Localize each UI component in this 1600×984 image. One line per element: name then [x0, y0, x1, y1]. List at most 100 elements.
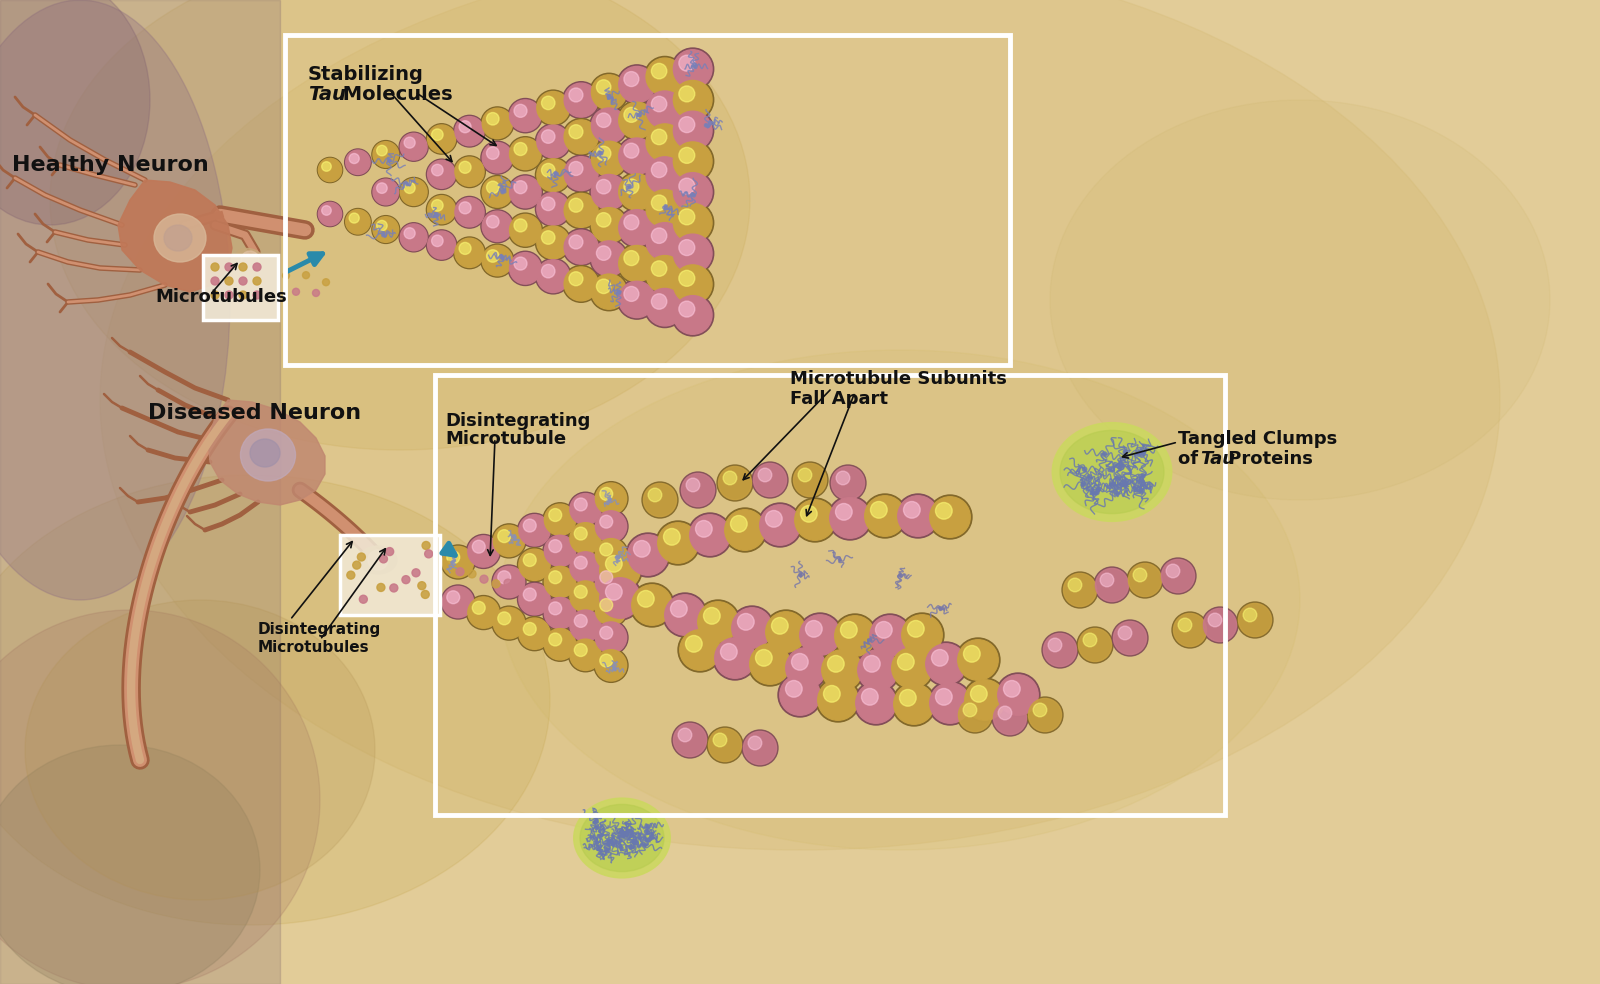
- Circle shape: [544, 629, 576, 660]
- Circle shape: [824, 686, 840, 703]
- Circle shape: [651, 63, 667, 79]
- Circle shape: [664, 205, 667, 209]
- Circle shape: [672, 202, 714, 244]
- Circle shape: [624, 72, 638, 87]
- Circle shape: [595, 649, 627, 681]
- Ellipse shape: [250, 439, 280, 467]
- Circle shape: [830, 498, 870, 538]
- Circle shape: [493, 567, 525, 597]
- Circle shape: [418, 582, 426, 589]
- Circle shape: [442, 546, 474, 578]
- Circle shape: [565, 230, 598, 264]
- Circle shape: [896, 494, 941, 538]
- Circle shape: [509, 214, 542, 247]
- Circle shape: [709, 728, 741, 762]
- Circle shape: [830, 465, 866, 501]
- Circle shape: [498, 529, 510, 542]
- Circle shape: [517, 617, 552, 650]
- Circle shape: [432, 129, 443, 141]
- Circle shape: [1160, 558, 1197, 594]
- Circle shape: [600, 543, 613, 556]
- Circle shape: [302, 272, 309, 278]
- Circle shape: [427, 160, 456, 188]
- Circle shape: [682, 473, 715, 507]
- Circle shape: [672, 79, 714, 121]
- Circle shape: [714, 636, 757, 680]
- Circle shape: [536, 124, 571, 159]
- Circle shape: [674, 723, 707, 757]
- Circle shape: [755, 649, 773, 666]
- Circle shape: [454, 238, 485, 268]
- Circle shape: [958, 640, 998, 680]
- Circle shape: [678, 55, 694, 71]
- Circle shape: [805, 621, 822, 638]
- Circle shape: [686, 478, 699, 492]
- Circle shape: [610, 499, 611, 502]
- Circle shape: [542, 596, 578, 630]
- Circle shape: [568, 492, 603, 526]
- Circle shape: [509, 138, 541, 169]
- Circle shape: [523, 588, 536, 601]
- Circle shape: [606, 840, 610, 844]
- Circle shape: [542, 503, 578, 536]
- Circle shape: [538, 92, 570, 124]
- Circle shape: [598, 576, 642, 620]
- Circle shape: [211, 263, 219, 271]
- Circle shape: [376, 220, 387, 231]
- Circle shape: [427, 125, 456, 153]
- Circle shape: [1069, 579, 1082, 591]
- Circle shape: [594, 821, 597, 824]
- Circle shape: [211, 291, 219, 299]
- Circle shape: [514, 104, 526, 117]
- Ellipse shape: [1059, 430, 1165, 514]
- Circle shape: [800, 506, 818, 523]
- Circle shape: [678, 728, 691, 742]
- Circle shape: [992, 700, 1027, 736]
- Circle shape: [590, 106, 629, 145]
- Ellipse shape: [99, 0, 1501, 850]
- Circle shape: [411, 569, 419, 577]
- Circle shape: [600, 152, 603, 154]
- Circle shape: [1243, 608, 1258, 622]
- Circle shape: [482, 245, 512, 276]
- Circle shape: [688, 513, 733, 557]
- Circle shape: [509, 137, 542, 171]
- Circle shape: [816, 678, 861, 722]
- Circle shape: [253, 263, 261, 271]
- Text: Microtubule: Microtubule: [445, 430, 566, 448]
- Circle shape: [456, 568, 464, 576]
- Circle shape: [834, 614, 877, 658]
- Circle shape: [792, 462, 829, 498]
- Circle shape: [544, 535, 576, 567]
- Circle shape: [645, 221, 685, 262]
- Circle shape: [568, 580, 603, 614]
- Circle shape: [501, 256, 504, 259]
- Circle shape: [600, 627, 613, 640]
- Circle shape: [678, 301, 694, 317]
- Circle shape: [598, 834, 602, 838]
- Text: Diseased Neuron: Diseased Neuron: [147, 403, 362, 423]
- Ellipse shape: [240, 429, 296, 481]
- Circle shape: [570, 198, 582, 213]
- Circle shape: [592, 142, 627, 176]
- Circle shape: [597, 213, 611, 227]
- Circle shape: [574, 556, 587, 569]
- Circle shape: [1043, 634, 1077, 666]
- Circle shape: [645, 155, 685, 196]
- Circle shape: [678, 628, 722, 672]
- Circle shape: [597, 279, 611, 293]
- Circle shape: [624, 215, 638, 230]
- Circle shape: [835, 504, 853, 521]
- Bar: [285, 35, 1010, 365]
- Circle shape: [904, 502, 920, 519]
- Circle shape: [1123, 450, 1128, 454]
- Circle shape: [632, 840, 635, 843]
- Circle shape: [619, 245, 654, 281]
- Circle shape: [592, 75, 627, 110]
- Circle shape: [432, 200, 443, 212]
- Circle shape: [1117, 477, 1120, 481]
- Circle shape: [509, 100, 541, 132]
- Circle shape: [454, 197, 485, 228]
- Circle shape: [446, 551, 459, 564]
- Circle shape: [509, 176, 541, 208]
